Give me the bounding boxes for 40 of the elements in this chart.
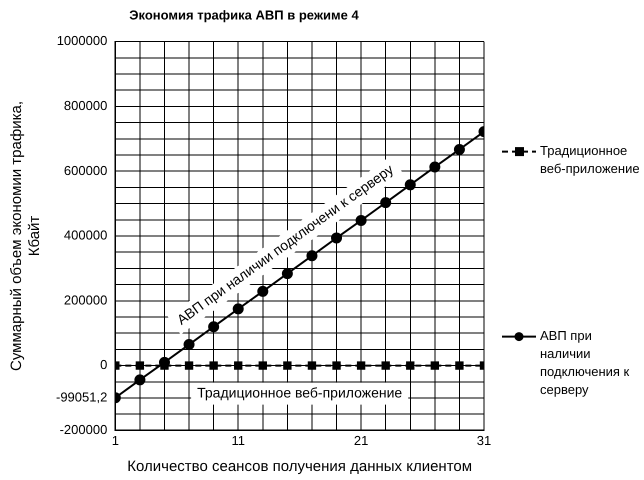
point (136, 361, 144, 370)
point (332, 361, 341, 370)
x-tick-label: 21 (354, 432, 368, 448)
legend-label: АВП при наличии подключения к серверу (540, 328, 630, 398)
point (430, 361, 440, 370)
y-tick-label: 800000 (64, 98, 108, 113)
point (454, 144, 465, 155)
point (208, 321, 220, 332)
legend-label: Традиционное веб-приложение (540, 143, 640, 176)
point (282, 268, 293, 280)
point (356, 361, 366, 370)
x-axis-title: Количество сеансов получения данных клиентом (127, 458, 472, 476)
point (134, 374, 146, 386)
x-tick-label: 1 (112, 432, 119, 448)
y-tick-label: 600000 (64, 162, 108, 178)
point (209, 361, 218, 370)
point (308, 361, 316, 370)
point (258, 361, 267, 370)
point (184, 339, 195, 350)
point (382, 361, 390, 370)
point (406, 361, 414, 370)
annotation: Традиционное веб-приложение (197, 384, 402, 400)
point (356, 214, 367, 226)
point (184, 361, 194, 370)
point (232, 303, 244, 314)
y-tick-label: -200000 (60, 422, 108, 437)
point (455, 361, 464, 370)
y-tick-label: 1000000 (56, 33, 108, 48)
y-tick-label: 400000 (64, 228, 108, 243)
y-tick-label: 0 (100, 357, 108, 372)
y-tick-label: 200000 (64, 292, 108, 308)
point (283, 361, 292, 370)
point (234, 361, 242, 370)
x-tick-label: 31 (476, 432, 492, 448)
y-tick-label: -99051,2 (56, 389, 108, 404)
point (404, 179, 416, 190)
chart-title: Экономия трафика АВП в режиме 4 (129, 7, 360, 22)
y-axis-title: Суммарный объем экономии трафика, Кбайт (8, 101, 44, 371)
x-tick-label: 11 (231, 432, 245, 448)
point (429, 161, 440, 172)
